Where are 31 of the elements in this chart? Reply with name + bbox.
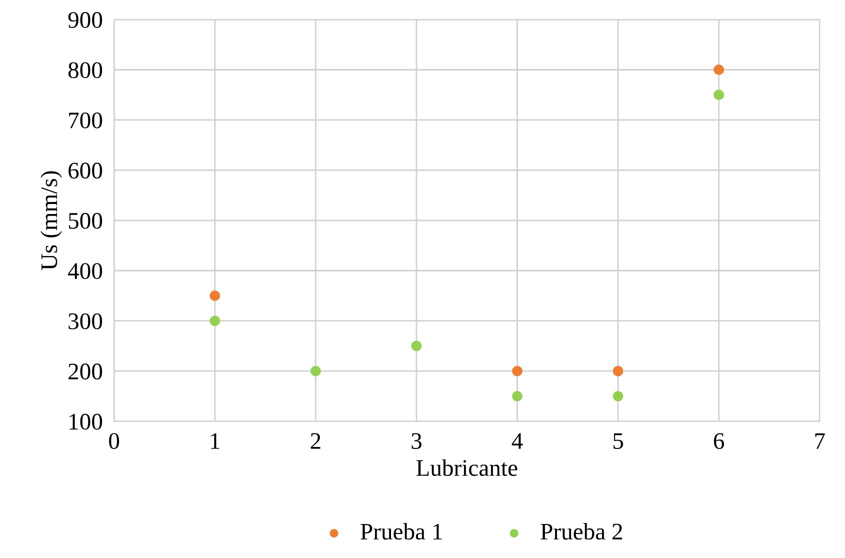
y-tick-label: 800 xyxy=(68,62,102,78)
point xyxy=(612,366,624,376)
y-tick-label: 900 xyxy=(68,12,102,28)
y-tick-label: 300 xyxy=(68,313,102,330)
legend-label: Prueba 2 xyxy=(540,523,622,540)
x-tick-label: 7 xyxy=(815,433,825,449)
x-tick-label: 6 xyxy=(714,433,724,450)
y-tick-label: 700 xyxy=(69,112,102,128)
y-tick-label: 600 xyxy=(68,162,102,179)
x-tick-label: 2 xyxy=(310,433,320,449)
x-tick-label: 5 xyxy=(614,433,624,450)
x-tick-label: 4 xyxy=(512,433,523,449)
point xyxy=(210,290,220,301)
point xyxy=(512,390,522,402)
y-axis-title: Us (mm/s) xyxy=(40,171,62,270)
point xyxy=(612,390,624,402)
point xyxy=(310,366,321,376)
point xyxy=(714,90,724,100)
legend-label: Prueba 1 xyxy=(360,523,442,540)
x-axis-title: Lubricante xyxy=(416,459,518,476)
y-tick-label: 400 xyxy=(68,263,102,280)
y-tick-label: 200 xyxy=(68,364,102,380)
point xyxy=(411,340,422,352)
point xyxy=(210,316,220,326)
y-tick-label: 100 xyxy=(70,414,102,430)
point xyxy=(714,64,724,75)
point xyxy=(512,366,522,376)
x-tick-label: 0 xyxy=(109,433,120,450)
x-tick-label: 1 xyxy=(211,433,220,449)
x-tick-label: 3 xyxy=(412,433,422,450)
y-tick-label: 500 xyxy=(68,212,102,229)
